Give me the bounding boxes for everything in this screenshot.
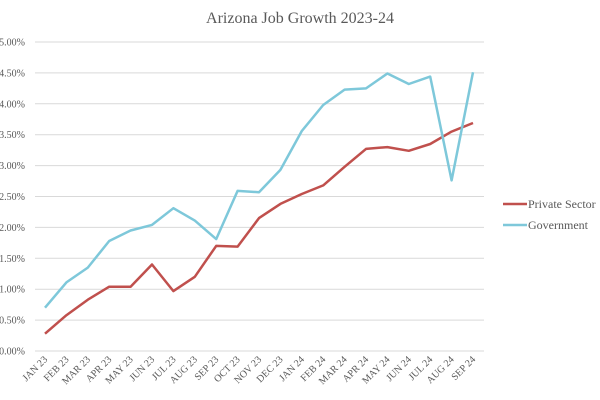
y-tick-label: 4.50%: [0, 68, 25, 79]
y-tick-label: 0.50%: [0, 316, 25, 327]
y-tick-label: 5.00%: [0, 38, 25, 49]
y-tick-label: 1.50%: [0, 254, 25, 265]
legend-label: Government: [528, 218, 589, 232]
y-tick-label: 2.00%: [0, 223, 25, 234]
y-tick-label: 4.00%: [0, 99, 25, 110]
chart-title: Arizona Job Growth 2023-24: [206, 10, 394, 27]
y-tick-label: 3.00%: [0, 161, 25, 172]
y-tick-label: 3.50%: [0, 130, 25, 141]
x-tick-label: SEP 24: [450, 354, 479, 383]
series-line-private-sector: [44, 121, 474, 335]
legend-label: Private Sector: [528, 197, 596, 211]
y-tick-label: 0.00%: [0, 347, 25, 358]
y-tick-label: 1.00%: [0, 285, 25, 296]
series-line-government: [44, 72, 475, 309]
y-tick-label: 2.50%: [0, 192, 25, 203]
